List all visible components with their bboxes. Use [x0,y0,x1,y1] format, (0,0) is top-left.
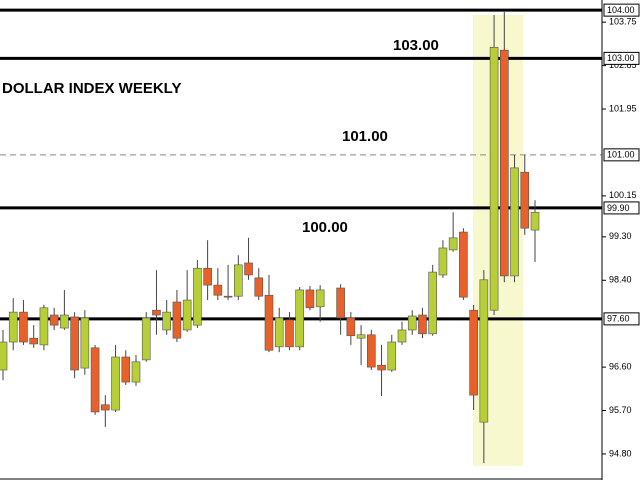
candle-body [223,295,233,298]
candle-body [356,334,366,339]
price-ticks: 103.75 102.85 101.95 100.15 99.30 98.40 96.60 9… [602,17,637,458]
candle-body [479,279,489,423]
level-box [603,51,640,65]
candle-body [101,404,110,411]
candle-body [213,284,223,296]
candle-body [0,341,8,371]
level-box [603,3,640,17]
level-label: 101.00 [607,150,635,160]
y-tick-label: 100.15 [609,190,637,200]
annotation: 100.00 [302,219,348,236]
candle-body [19,311,28,343]
candle-body [285,319,294,348]
candle-body [203,267,212,286]
candle-body [131,361,141,383]
y-tick-label: 98.40 [609,275,632,285]
candle-body [500,49,509,277]
level-box [603,148,640,162]
y-tick-label: 103.75 [609,17,637,27]
candle-body [336,287,345,319]
candles [0,12,540,464]
candle-body [111,356,120,411]
candle-body [469,309,478,396]
level-label: 104.00 [607,5,635,15]
candle-body [39,307,49,346]
candle-body [121,356,131,383]
candle-body [141,317,151,361]
candle-body [60,314,69,329]
annotation: 103.00 [393,37,439,54]
candle-body [90,347,100,413]
candle-body [407,315,417,331]
candle-body [438,247,448,276]
candle-body [367,334,376,368]
candle-body [264,294,274,351]
candle-body [49,314,59,326]
y-tick-label: 101.95 [609,103,637,113]
candle-body [377,364,386,371]
candle-body [305,289,315,309]
level-label: 97.60 [607,314,630,324]
candle-body [254,277,264,297]
candle-body [80,317,90,369]
candle-body [274,317,284,348]
candle-body [193,267,202,326]
y-tick-label: 99.30 [609,231,632,241]
candle-body [346,317,356,337]
candle-body [244,262,253,276]
level-labels: 104.00 103.00 101.00 99.90 97.60 [603,3,640,326]
candle-body [510,167,519,277]
level-label: 99.90 [607,203,630,213]
candle-body [530,211,540,231]
level-box [603,312,640,326]
candle-body [182,299,192,331]
candle-body [489,46,499,311]
candle-body [387,341,397,371]
level-box [603,201,640,215]
candle-body [162,311,171,331]
y-tick-label: 102.85 [609,60,637,70]
candle-body [295,289,304,348]
y-tick-label: 95.70 [609,405,632,415]
candle-body [397,329,407,343]
candle-body [234,264,243,297]
candle-body [315,289,325,308]
level-label: 103.00 [607,53,635,63]
annotation: 101.00 [342,128,388,145]
candle-body [520,171,530,229]
candle-body [152,309,161,316]
candle-body [459,231,468,298]
candle-body [29,337,38,345]
candle-body [172,301,182,339]
y-tick-label: 94.80 [609,448,632,458]
candle-body [448,237,458,251]
chart-title: DOLLAR INDEX WEEKLY [2,80,181,97]
y-tick-label: 96.60 [609,361,632,371]
candle-body [418,314,427,335]
candle-body [70,316,79,371]
candle-body [8,311,18,343]
candle-body [428,271,437,335]
